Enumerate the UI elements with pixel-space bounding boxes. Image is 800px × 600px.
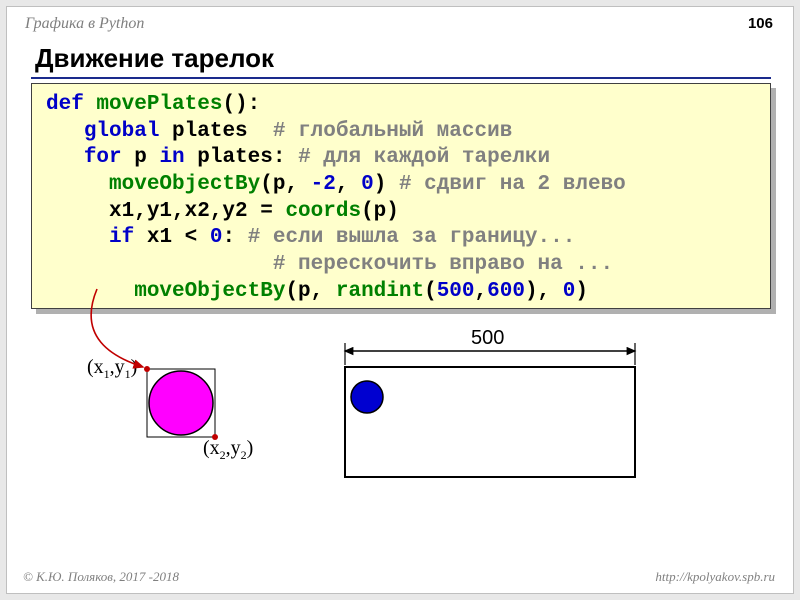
slide: Графика в Python 106 Движение тарелок de… (6, 6, 794, 594)
code-kw: global (84, 120, 160, 143)
code-txt: : (222, 226, 247, 249)
slide-header: Графика в Python (25, 15, 144, 33)
code-num: 0 (563, 280, 576, 303)
code-num: 600 (487, 280, 525, 303)
code-fn: moveObjectBy (109, 173, 260, 196)
code-txt: plates (159, 120, 272, 143)
code-txt: , (475, 280, 488, 303)
code-txt: x1,y1,x2,y2 = (109, 200, 285, 223)
code-fn: movePlates (96, 93, 222, 116)
title-rule (31, 77, 771, 79)
xy2-label: (x2,y2) (203, 437, 253, 463)
footer-right: http://kpolyakov.spb.ru (655, 569, 775, 585)
code-txt: p (122, 146, 160, 169)
code-txt: (p) (361, 200, 399, 223)
code-fn: randint (336, 280, 424, 303)
code-fn: moveObjectBy (134, 280, 285, 303)
code-comment: # для каждой тарелки (298, 146, 550, 169)
code-txt: , (336, 173, 361, 196)
code-txt: (): (222, 93, 260, 116)
footer-left: © К.Ю. Поляков, 2017 -2018 (23, 569, 179, 585)
code-txt: ) (374, 173, 399, 196)
code-txt: (p, (285, 280, 335, 303)
code-txt: ( (424, 280, 437, 303)
label-part: (x (87, 356, 104, 378)
code-num: 0 (210, 226, 223, 249)
slide-title: Движение тарелок (35, 43, 274, 74)
code-comment: # если вышла за границу... (248, 226, 576, 249)
xy1-label: (x1,y1) (87, 356, 137, 382)
code-txt: x1 < (134, 226, 210, 249)
label-part: ,y (110, 356, 125, 378)
code-txt: ) (575, 280, 588, 303)
code-kw: if (109, 226, 134, 249)
code-comment: # сдвиг на 2 влево (399, 173, 626, 196)
width-500-label: 500 (471, 327, 504, 350)
code-kw: def (46, 93, 84, 116)
label-part: ,y (226, 437, 241, 459)
code-num: 0 (361, 173, 374, 196)
code-num: -2 (311, 173, 336, 196)
label-part: ) (247, 437, 254, 459)
code-kw: for (84, 146, 122, 169)
label-part: (x (203, 437, 220, 459)
code-txt: plates: (185, 146, 298, 169)
code-comment: # перескочить вправо на ... (273, 253, 613, 276)
page-number: 106 (748, 15, 773, 32)
code-box: def movePlates(): global plates # глобал… (31, 83, 771, 309)
code-kw: in (159, 146, 184, 169)
code-txt: ), (525, 280, 563, 303)
code-num: 500 (437, 280, 475, 303)
label-part: ) (131, 356, 138, 378)
code-fn: coords (285, 200, 361, 223)
code-comment: # глобальный массив (273, 120, 512, 143)
code-txt: (p, (260, 173, 310, 196)
